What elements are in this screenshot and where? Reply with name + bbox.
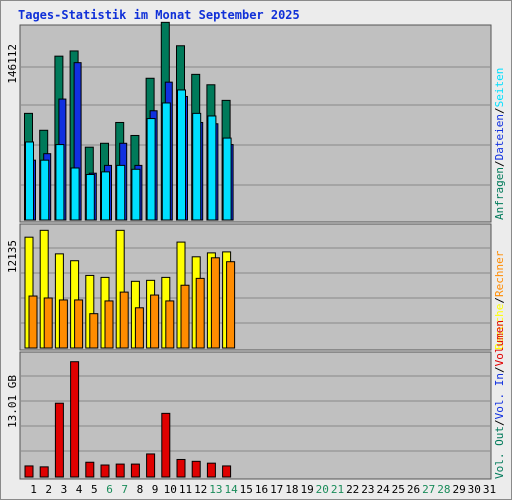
x-tick-label-day-15: 15: [240, 483, 253, 496]
bar-seiten-day-7: [116, 164, 126, 221]
x-tick-label-day-28: 28: [437, 483, 450, 496]
bar-seiten-day-11: [177, 89, 186, 221]
x-tick-label-day-5: 5: [91, 483, 98, 496]
bar-volumen-day-13: [206, 462, 216, 478]
x-tick-label-day-25: 25: [392, 483, 405, 496]
legend-bottom-item-0: Vol. Out: [493, 426, 506, 479]
bar-rechner-day-5: [89, 313, 99, 349]
bar-rechner-day-6: [104, 300, 114, 349]
bar-seiten-day-3: [55, 144, 65, 221]
x-tick-label-day-30: 30: [468, 483, 481, 496]
x-tick-label-day-6: 6: [106, 483, 113, 496]
panel-top-ymax-label: 146112: [6, 44, 19, 84]
bar-seiten-day-2: [40, 159, 50, 221]
panel-top-background: [19, 24, 492, 223]
legend-top-item-0: Anfragen: [493, 167, 506, 220]
x-tick-label-day-19: 19: [300, 483, 313, 496]
bar-volumen-day-3: [54, 402, 64, 478]
legend-bottom-item-1: /: [493, 419, 506, 426]
legend-top-item-1: /: [493, 160, 506, 167]
bar-rechner-day-10: [165, 300, 175, 349]
bar-volumen-day-1: [24, 465, 34, 478]
bar-rechner-day-14: [226, 261, 236, 349]
x-tick-label-day-3: 3: [61, 483, 68, 496]
x-tick-label-day-13: 13: [209, 483, 222, 496]
panel-bottom-ymax-label: 13.01 GB: [6, 375, 19, 428]
x-tick-label-day-29: 29: [452, 483, 465, 496]
x-tick-label-day-22: 22: [346, 483, 359, 496]
x-tick-label-day-8: 8: [137, 483, 144, 496]
x-tick-label-day-7: 7: [121, 483, 128, 496]
legend-middle-item-0: Besuche: [493, 304, 506, 350]
bar-seiten-day-12: [192, 112, 202, 221]
bar-volumen-day-2: [39, 466, 49, 478]
x-tick-label-day-17: 17: [270, 483, 283, 496]
legend-bottom-item-2: Vol. In: [493, 373, 506, 419]
bar-rechner-day-2: [43, 297, 53, 349]
x-tick-label-day-14: 14: [224, 483, 238, 496]
x-tick-label-day-2: 2: [45, 483, 52, 496]
bar-volumen-day-14: [222, 465, 232, 478]
legend-top-item-4: Seiten: [493, 68, 506, 108]
bar-seiten-day-10: [161, 102, 171, 221]
x-tick-label-day-12: 12: [194, 483, 207, 496]
legend-top-labels: Anfragen/Dateien/Seiten: [493, 68, 506, 220]
bar-rechner-day-13: [210, 257, 220, 349]
panel-middle-ymax-label: 12135: [6, 240, 19, 273]
bar-seiten-day-13: [207, 115, 217, 221]
bar-volumen-day-6: [100, 464, 110, 478]
x-tick-label-day-10: 10: [164, 483, 177, 496]
x-tick-label-day-18: 18: [285, 483, 298, 496]
bar-volumen-day-7: [115, 463, 125, 478]
bar-rechner-day-3: [58, 299, 68, 349]
bar-rechner-day-1: [28, 295, 38, 349]
legend-top-item-3: /: [493, 107, 506, 114]
legend-top-item-2: Dateien: [493, 114, 506, 160]
x-tick-label-day-4: 4: [76, 483, 83, 496]
legend-middle-item-2: Rechner: [493, 250, 506, 297]
x-tick-label-day-23: 23: [361, 483, 374, 496]
x-tick-label-day-21: 21: [331, 483, 344, 496]
legend-bottom-labels: Vol. Out/Vol. In/Volumen: [493, 320, 506, 479]
x-tick-label-day-1: 1: [30, 483, 37, 496]
legend-bottom-item-3: /: [493, 366, 506, 373]
bar-seiten-day-8: [131, 168, 141, 221]
bar-volumen-day-9: [146, 453, 156, 478]
bar-rechner-day-11: [180, 284, 190, 349]
bar-seiten-day-9: [146, 118, 156, 221]
bar-rechner-day-12: [195, 277, 205, 349]
x-tick-label-day-26: 26: [407, 483, 420, 496]
bar-rechner-day-8: [134, 307, 144, 349]
bar-seiten-day-1: [25, 141, 34, 221]
bar-volumen-day-11: [176, 458, 186, 478]
x-tick-label-day-11: 11: [179, 483, 192, 496]
panel-middle-background: [19, 223, 492, 351]
legend-middle-labels: Besuche/Rechner: [493, 250, 506, 350]
bar-volumen-day-8: [130, 463, 140, 478]
bar-seiten-day-5: [85, 173, 95, 221]
bar-rechner-day-4: [74, 299, 84, 349]
bar-rechner-day-9: [150, 294, 160, 349]
legend-bottom-item-4: Volumen: [493, 320, 506, 366]
bar-seiten-day-6: [101, 171, 110, 221]
bar-rechner-day-7: [119, 291, 129, 349]
panel-bottom-background: [19, 351, 492, 480]
bar-volumen-day-5: [85, 461, 95, 478]
chart-title: Tages-Statistik im Monat September 2025: [18, 8, 300, 22]
x-tick-label-day-9: 9: [152, 483, 159, 496]
bar-volumen-day-4: [70, 361, 80, 478]
x-tick-label-day-16: 16: [255, 483, 268, 496]
x-tick-label-day-20: 20: [316, 483, 329, 496]
legend-middle-item-1: /: [493, 297, 506, 304]
bar-volumen-day-12: [191, 460, 201, 478]
x-tick-label-day-24: 24: [376, 483, 390, 496]
x-tick-label-day-31: 31: [483, 483, 496, 496]
bar-seiten-day-4: [70, 167, 80, 221]
bar-volumen-day-10: [161, 412, 171, 478]
x-tick-label-day-27: 27: [422, 483, 435, 496]
bar-seiten-day-14: [222, 137, 232, 221]
